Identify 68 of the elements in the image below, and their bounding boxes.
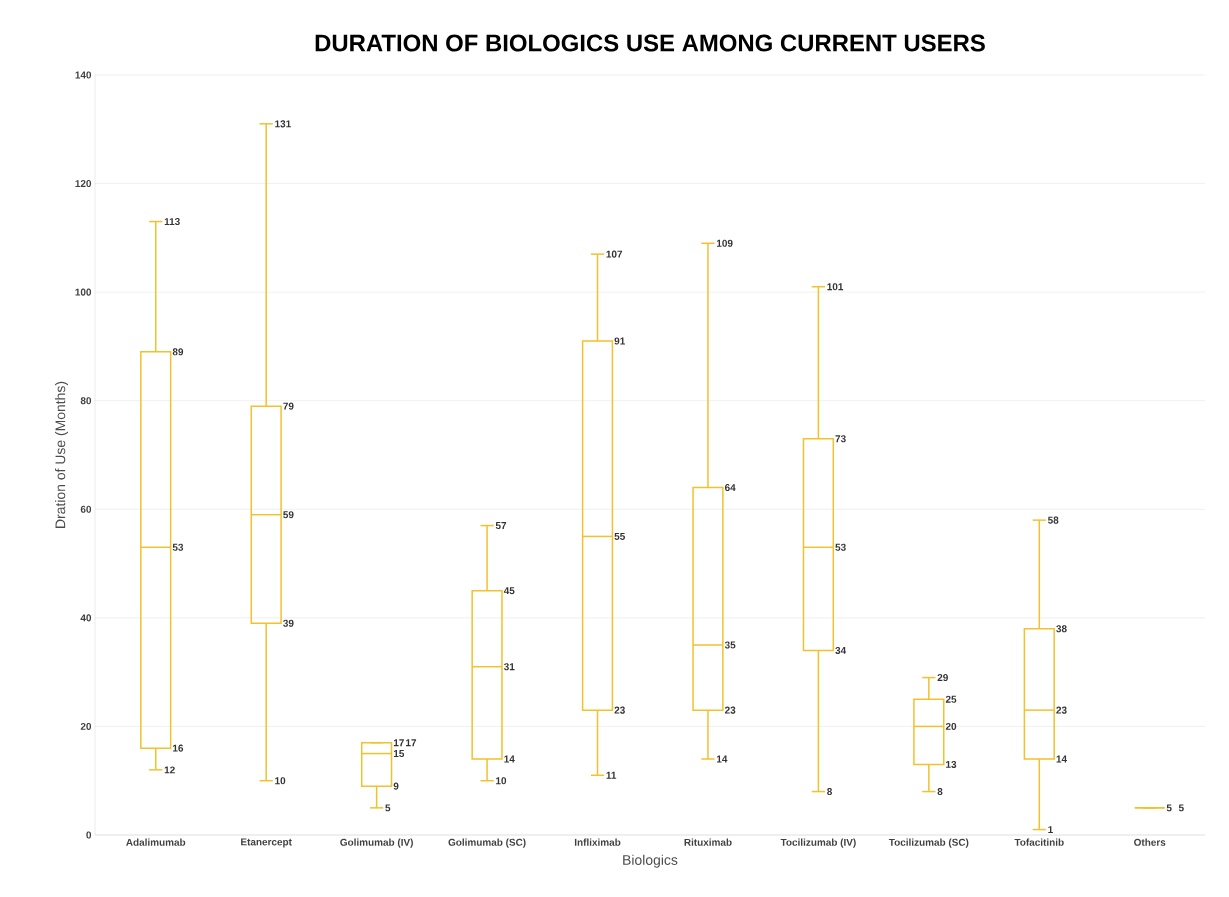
annotation: 5	[385, 804, 391, 812]
annotation: 5	[1166, 804, 1172, 812]
annotation: 17	[406, 739, 417, 747]
x-tick-label: Golimumab (IV)	[340, 838, 413, 848]
y-tick-label: 80	[80, 397, 92, 405]
annotation: 23	[1056, 706, 1067, 714]
y-tick-label: 140	[75, 71, 92, 79]
x-tick-label: Tofacitinib	[1014, 838, 1064, 846]
annotation: 89	[172, 348, 184, 356]
annotation: 10	[275, 777, 286, 785]
annotation: 58	[1047, 516, 1059, 524]
y-axis-title: Dration of Use (Months)	[55, 381, 69, 528]
x-tick-label: Adalimumab	[126, 838, 186, 846]
annotation: 38	[1056, 625, 1067, 633]
annotation: 131	[275, 120, 291, 128]
annotation: 14	[1056, 755, 1067, 763]
annotation: 45	[503, 587, 515, 595]
annotation: 39	[283, 619, 294, 627]
annotation: 15	[393, 750, 405, 758]
x-tick-label: Etanercept	[241, 838, 292, 848]
annotation: 31	[503, 663, 515, 671]
y-tick-label: 20	[80, 722, 92, 730]
annotation: 1	[1048, 826, 1053, 833]
annotation: 35	[724, 641, 736, 649]
annotation: 113	[164, 218, 180, 226]
x-tick-label: Infliximab	[574, 838, 621, 846]
annotation: 79	[283, 402, 294, 410]
annotation: 5	[1178, 804, 1184, 812]
annotation: 11	[606, 771, 617, 779]
y-tick-label: 0	[86, 831, 92, 839]
y-tick-label: 100	[75, 288, 92, 296]
annotation: 17	[393, 739, 404, 747]
annotation: 23	[614, 706, 625, 714]
annotation: 55	[614, 532, 625, 540]
annotation: 23	[724, 706, 736, 714]
annotation: 73	[835, 435, 846, 443]
annotation: 14	[716, 755, 728, 763]
x-axis-title: Biologics	[623, 854, 678, 868]
y-tick-label: 120	[75, 180, 92, 188]
annotation: 8	[937, 788, 943, 796]
annotation: 53	[172, 543, 184, 551]
y-tick-label: 40	[80, 614, 92, 622]
y-tick-label: 60	[80, 505, 92, 513]
annotation: 9	[393, 782, 399, 790]
annotation: 91	[614, 337, 625, 345]
annotation: 109	[716, 239, 733, 247]
x-tick-label: Rituximab	[684, 838, 732, 846]
annotation: 29	[937, 674, 948, 682]
annotation: 64	[724, 484, 736, 492]
annotation: 101	[827, 283, 844, 291]
annotation: 10	[496, 777, 507, 785]
x-tick-label: Tocilizumab (SC)	[888, 838, 969, 848]
annotation: 8	[827, 788, 833, 796]
x-tick-label: Golimumab (SC)	[448, 838, 526, 848]
x-tick-label: Tocilizumab (IV)	[780, 838, 856, 848]
annotation: 20	[945, 722, 957, 730]
annotation: 14	[504, 755, 515, 763]
annotation: 16	[173, 744, 184, 752]
annotation: 25	[945, 695, 957, 703]
annotation: 12	[164, 766, 175, 774]
annotation: 57	[495, 522, 507, 530]
chart-title: DURATION OF BIOLOGICS USE AMONG CURRENT USERS	[315, 34, 985, 52]
annotation: 34	[835, 646, 847, 654]
annotation: 59	[283, 511, 294, 519]
x-tick-label: Others	[1134, 838, 1166, 846]
annotation: 13	[946, 760, 957, 768]
annotation: 53	[835, 543, 846, 551]
annotation: 107	[606, 250, 623, 258]
